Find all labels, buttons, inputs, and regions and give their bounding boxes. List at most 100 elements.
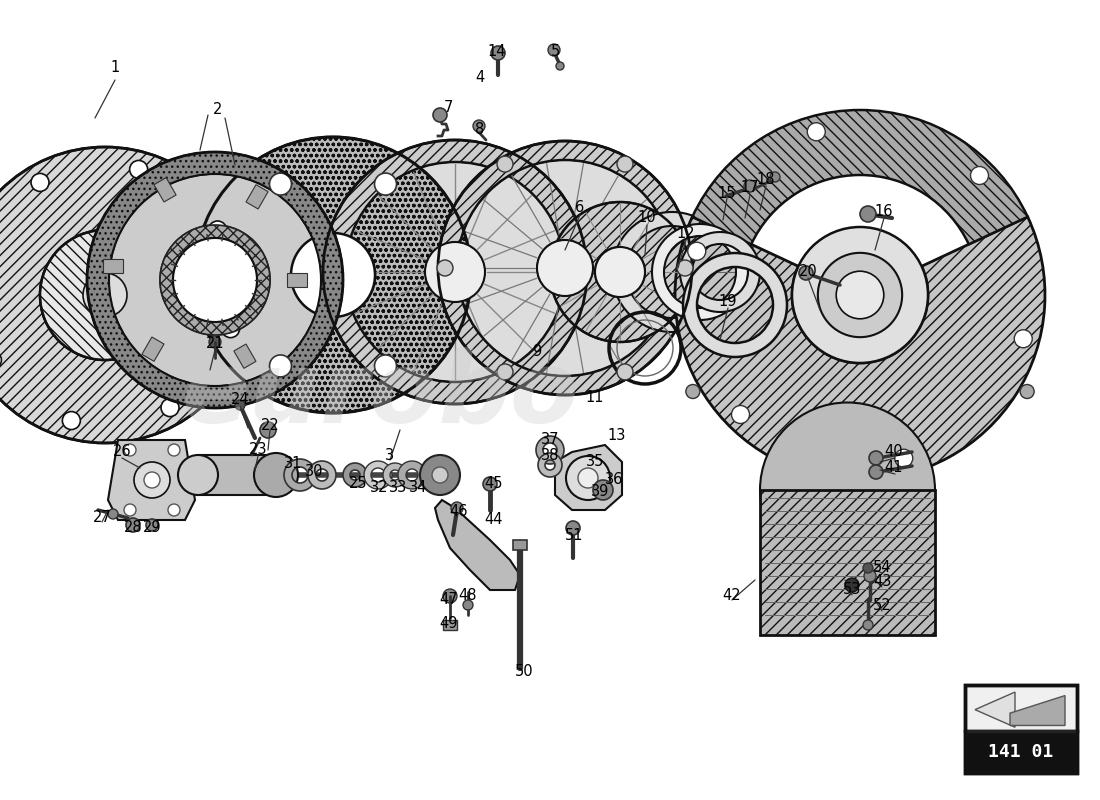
Text: 48: 48 [459, 589, 477, 603]
Polygon shape [1010, 695, 1065, 726]
Circle shape [437, 260, 453, 276]
Bar [154, 178, 176, 202]
Wedge shape [160, 225, 270, 335]
Wedge shape [87, 152, 343, 408]
Circle shape [864, 570, 876, 582]
Circle shape [432, 467, 448, 483]
Circle shape [869, 451, 883, 465]
Text: 6: 6 [575, 201, 584, 215]
Circle shape [1014, 330, 1032, 348]
Circle shape [433, 108, 447, 122]
Bar [103, 259, 123, 273]
Circle shape [254, 453, 298, 497]
Circle shape [292, 233, 375, 317]
Circle shape [792, 227, 928, 363]
Circle shape [82, 273, 126, 317]
Circle shape [130, 161, 147, 178]
Circle shape [425, 242, 485, 302]
Circle shape [168, 504, 180, 516]
Circle shape [1020, 385, 1034, 398]
Bar [246, 185, 268, 209]
Circle shape [864, 563, 873, 573]
Wedge shape [109, 174, 321, 386]
Text: 49: 49 [440, 617, 459, 631]
Circle shape [817, 253, 902, 337]
Bar [965, 685, 1077, 730]
Circle shape [270, 355, 292, 377]
Text: 7: 7 [443, 101, 453, 115]
Circle shape [0, 351, 1, 369]
Wedge shape [195, 137, 471, 413]
Bar [513, 540, 527, 550]
Text: 24: 24 [231, 393, 250, 407]
Circle shape [63, 411, 80, 430]
Wedge shape [308, 461, 336, 489]
Circle shape [807, 122, 825, 141]
Text: 21: 21 [206, 337, 224, 351]
Text: 23: 23 [249, 442, 267, 458]
Circle shape [676, 260, 693, 276]
Circle shape [427, 264, 449, 286]
Text: 32: 32 [370, 481, 388, 495]
Text: 34: 34 [409, 481, 427, 495]
Circle shape [161, 398, 179, 417]
Wedge shape [536, 436, 564, 464]
Circle shape [217, 264, 239, 286]
Circle shape [270, 173, 292, 195]
Text: 10: 10 [638, 210, 657, 226]
Circle shape [556, 62, 564, 70]
Text: 2: 2 [213, 102, 222, 118]
Text: 16: 16 [874, 205, 893, 219]
Circle shape [732, 406, 749, 423]
Circle shape [617, 364, 632, 380]
Circle shape [595, 247, 645, 297]
Circle shape [970, 166, 989, 185]
Circle shape [374, 355, 396, 377]
Wedge shape [550, 202, 690, 342]
Text: 5: 5 [550, 45, 560, 59]
Bar [760, 490, 935, 635]
Circle shape [173, 238, 257, 322]
Text: 9: 9 [532, 345, 541, 359]
Bar [443, 620, 456, 630]
Text: 25: 25 [349, 477, 367, 491]
Circle shape [374, 173, 396, 195]
Text: 45: 45 [485, 477, 504, 491]
Wedge shape [0, 147, 253, 443]
Circle shape [443, 589, 456, 603]
Text: 11: 11 [585, 390, 604, 406]
Circle shape [593, 480, 613, 500]
Circle shape [178, 455, 218, 495]
Text: 17: 17 [740, 181, 759, 195]
Circle shape [126, 518, 140, 532]
Circle shape [617, 156, 632, 172]
Text: 19: 19 [718, 294, 737, 310]
Wedge shape [284, 459, 316, 491]
Circle shape [578, 468, 598, 488]
Circle shape [566, 456, 610, 500]
Circle shape [235, 400, 245, 410]
Circle shape [744, 180, 756, 192]
Text: 12: 12 [676, 226, 695, 242]
Wedge shape [675, 217, 1045, 480]
Bar [198, 455, 276, 495]
Text: 36: 36 [605, 473, 624, 487]
Text: 28: 28 [123, 521, 142, 535]
Text: 30: 30 [305, 465, 323, 479]
Circle shape [134, 462, 170, 498]
Wedge shape [652, 224, 748, 320]
Wedge shape [323, 140, 587, 404]
Circle shape [566, 521, 580, 535]
Circle shape [146, 519, 158, 531]
Text: 4: 4 [475, 70, 485, 86]
Circle shape [799, 266, 813, 280]
Text: 50: 50 [515, 665, 534, 679]
Text: 41: 41 [884, 461, 903, 475]
Text: eurobo: eurobo [182, 346, 579, 443]
Text: 14: 14 [487, 45, 506, 59]
Wedge shape [612, 212, 732, 332]
Circle shape [420, 455, 460, 495]
Circle shape [836, 271, 883, 318]
Circle shape [894, 450, 913, 467]
Wedge shape [383, 463, 407, 487]
